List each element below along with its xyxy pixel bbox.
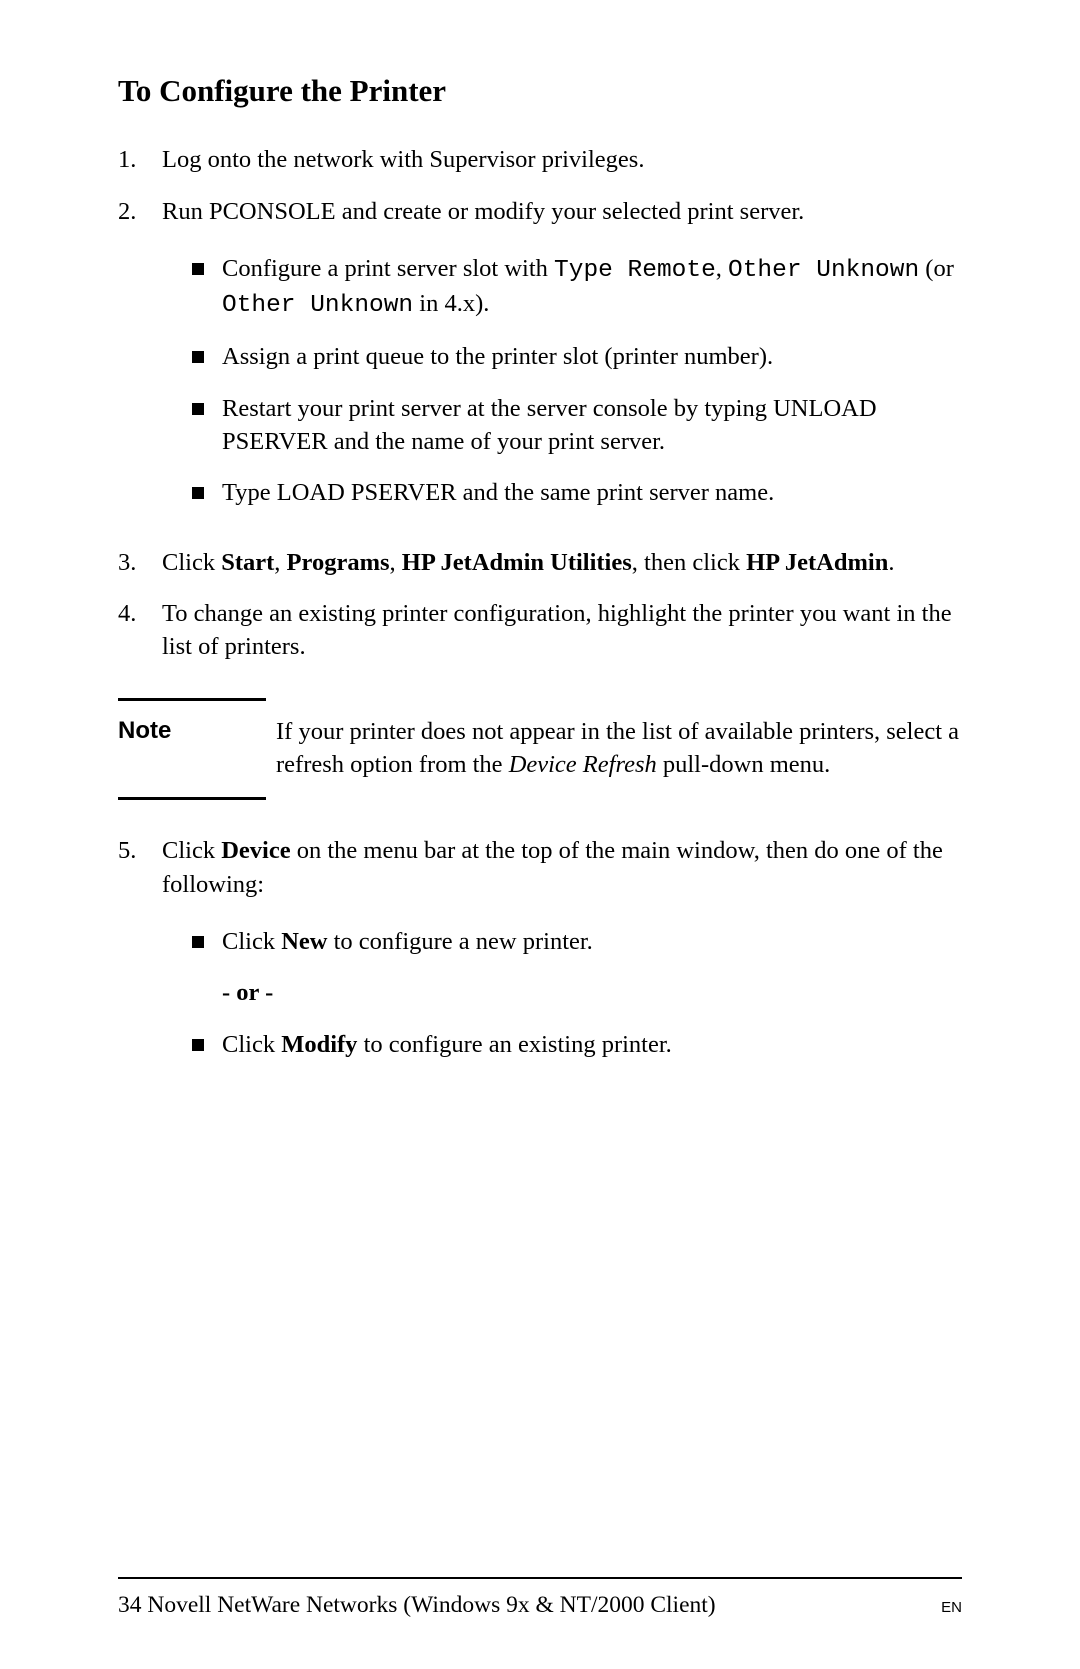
- steps-list: 1. Log onto the network with Supervisor …: [118, 143, 962, 663]
- bold-run: Device: [221, 837, 290, 864]
- step-number: 3.: [118, 546, 162, 579]
- step-3: 3. Click Start, Programs, HP JetAdmin Ut…: [118, 546, 962, 579]
- step-text: Run PCONSOLE and create or modify your s…: [162, 195, 962, 228]
- substep: Restart your print server at the server …: [192, 392, 962, 459]
- step-2: 2. Run PCONSOLE and create or modify you…: [118, 195, 962, 528]
- bold-run: Programs: [287, 549, 390, 576]
- step-number: 2.: [118, 195, 162, 528]
- bold-run: Modify: [281, 1031, 357, 1058]
- bold-run: HP JetAdmin: [746, 549, 888, 576]
- footer-rule: [118, 1577, 962, 1579]
- note-label: Note: [118, 715, 276, 782]
- footer-left: 34 Novell NetWare Networks (Windows 9x &…: [118, 1592, 716, 1619]
- step-5: 5. Click Device on the menu bar at the t…: [118, 834, 962, 1079]
- step-number: 5.: [118, 834, 162, 1079]
- step-text: Click Device on the menu bar at the top …: [162, 834, 962, 901]
- page-number: 34: [118, 1592, 142, 1618]
- step-body: Click Start, Programs, HP JetAdmin Utili…: [162, 546, 962, 579]
- step-text: Log onto the network with Supervisor pri…: [162, 143, 962, 176]
- bold-run: Start: [221, 549, 274, 576]
- step-body: Run PCONSOLE and create or modify your s…: [162, 195, 962, 528]
- text-run: (or: [919, 255, 954, 282]
- substeps-list: Click New to configure a new printer. - …: [162, 925, 962, 1061]
- text-run: Click: [162, 837, 221, 864]
- chapter-title: Novell NetWare Networks (Windows 9x & NT…: [142, 1592, 716, 1618]
- footer-language: EN: [941, 1599, 962, 1616]
- text-run: in 4.x).: [413, 290, 489, 317]
- substeps-list: Configure a print server slot with Type …: [162, 252, 962, 510]
- step-text: To change an existing printer configurat…: [162, 597, 962, 664]
- text-run: Click: [162, 549, 221, 576]
- step-4: 4. To change an existing printer configu…: [118, 597, 962, 664]
- note-divider-top: [118, 698, 266, 701]
- text-run: , then click: [632, 549, 746, 576]
- bold-run: HP JetAdmin Utilities: [402, 549, 632, 576]
- step-number: 1.: [118, 143, 162, 176]
- step-body: To change an existing printer configurat…: [162, 597, 962, 664]
- italic-run: Device Refresh: [509, 751, 657, 778]
- document-page: To Configure the Printer 1. Log onto the…: [0, 0, 1080, 1669]
- text-run: Click: [222, 1031, 281, 1058]
- note-block: Note If your printer does not appear in …: [118, 715, 962, 782]
- steps-list-continued: 5. Click Device on the menu bar at the t…: [118, 834, 962, 1079]
- text-run: ,: [390, 549, 402, 576]
- section-heading: To Configure the Printer: [118, 72, 962, 109]
- code-run: Type Remote: [554, 257, 716, 284]
- substep: Click New to configure a new printer.: [192, 925, 962, 958]
- note-divider-bottom: [118, 797, 266, 800]
- substep: Assign a print queue to the printer slot…: [192, 340, 962, 373]
- step-number: 4.: [118, 597, 162, 664]
- code-run: Other Unknown: [222, 292, 413, 319]
- page-footer: 34 Novell NetWare Networks (Windows 9x &…: [118, 1592, 962, 1619]
- text-run: .: [888, 549, 894, 576]
- bold-run: New: [281, 928, 327, 955]
- step-body: Log onto the network with Supervisor pri…: [162, 143, 962, 176]
- step-1: 1. Log onto the network with Supervisor …: [118, 143, 962, 176]
- step-body: Click Device on the menu bar at the top …: [162, 834, 962, 1079]
- substep: Click Modify to configure an existing pr…: [192, 1028, 962, 1061]
- code-run: Other Unknown: [728, 257, 919, 284]
- step-text: Click Start, Programs, HP JetAdmin Utili…: [162, 546, 962, 579]
- substep: Configure a print server slot with Type …: [192, 252, 962, 323]
- substep: Type LOAD PSERVER and the same print ser…: [192, 476, 962, 509]
- or-separator: - or -: [192, 976, 962, 1009]
- text-run: Configure a print server slot with: [222, 255, 554, 282]
- text-run: Click: [222, 928, 281, 955]
- text-run: ,: [716, 255, 728, 282]
- text-run: pull-down menu.: [657, 751, 831, 778]
- note-body: If your printer does not appear in the l…: [276, 715, 962, 782]
- text-run: to configure an existing printer.: [357, 1031, 671, 1058]
- text-run: to configure a new printer.: [327, 928, 592, 955]
- text-run: ,: [274, 549, 286, 576]
